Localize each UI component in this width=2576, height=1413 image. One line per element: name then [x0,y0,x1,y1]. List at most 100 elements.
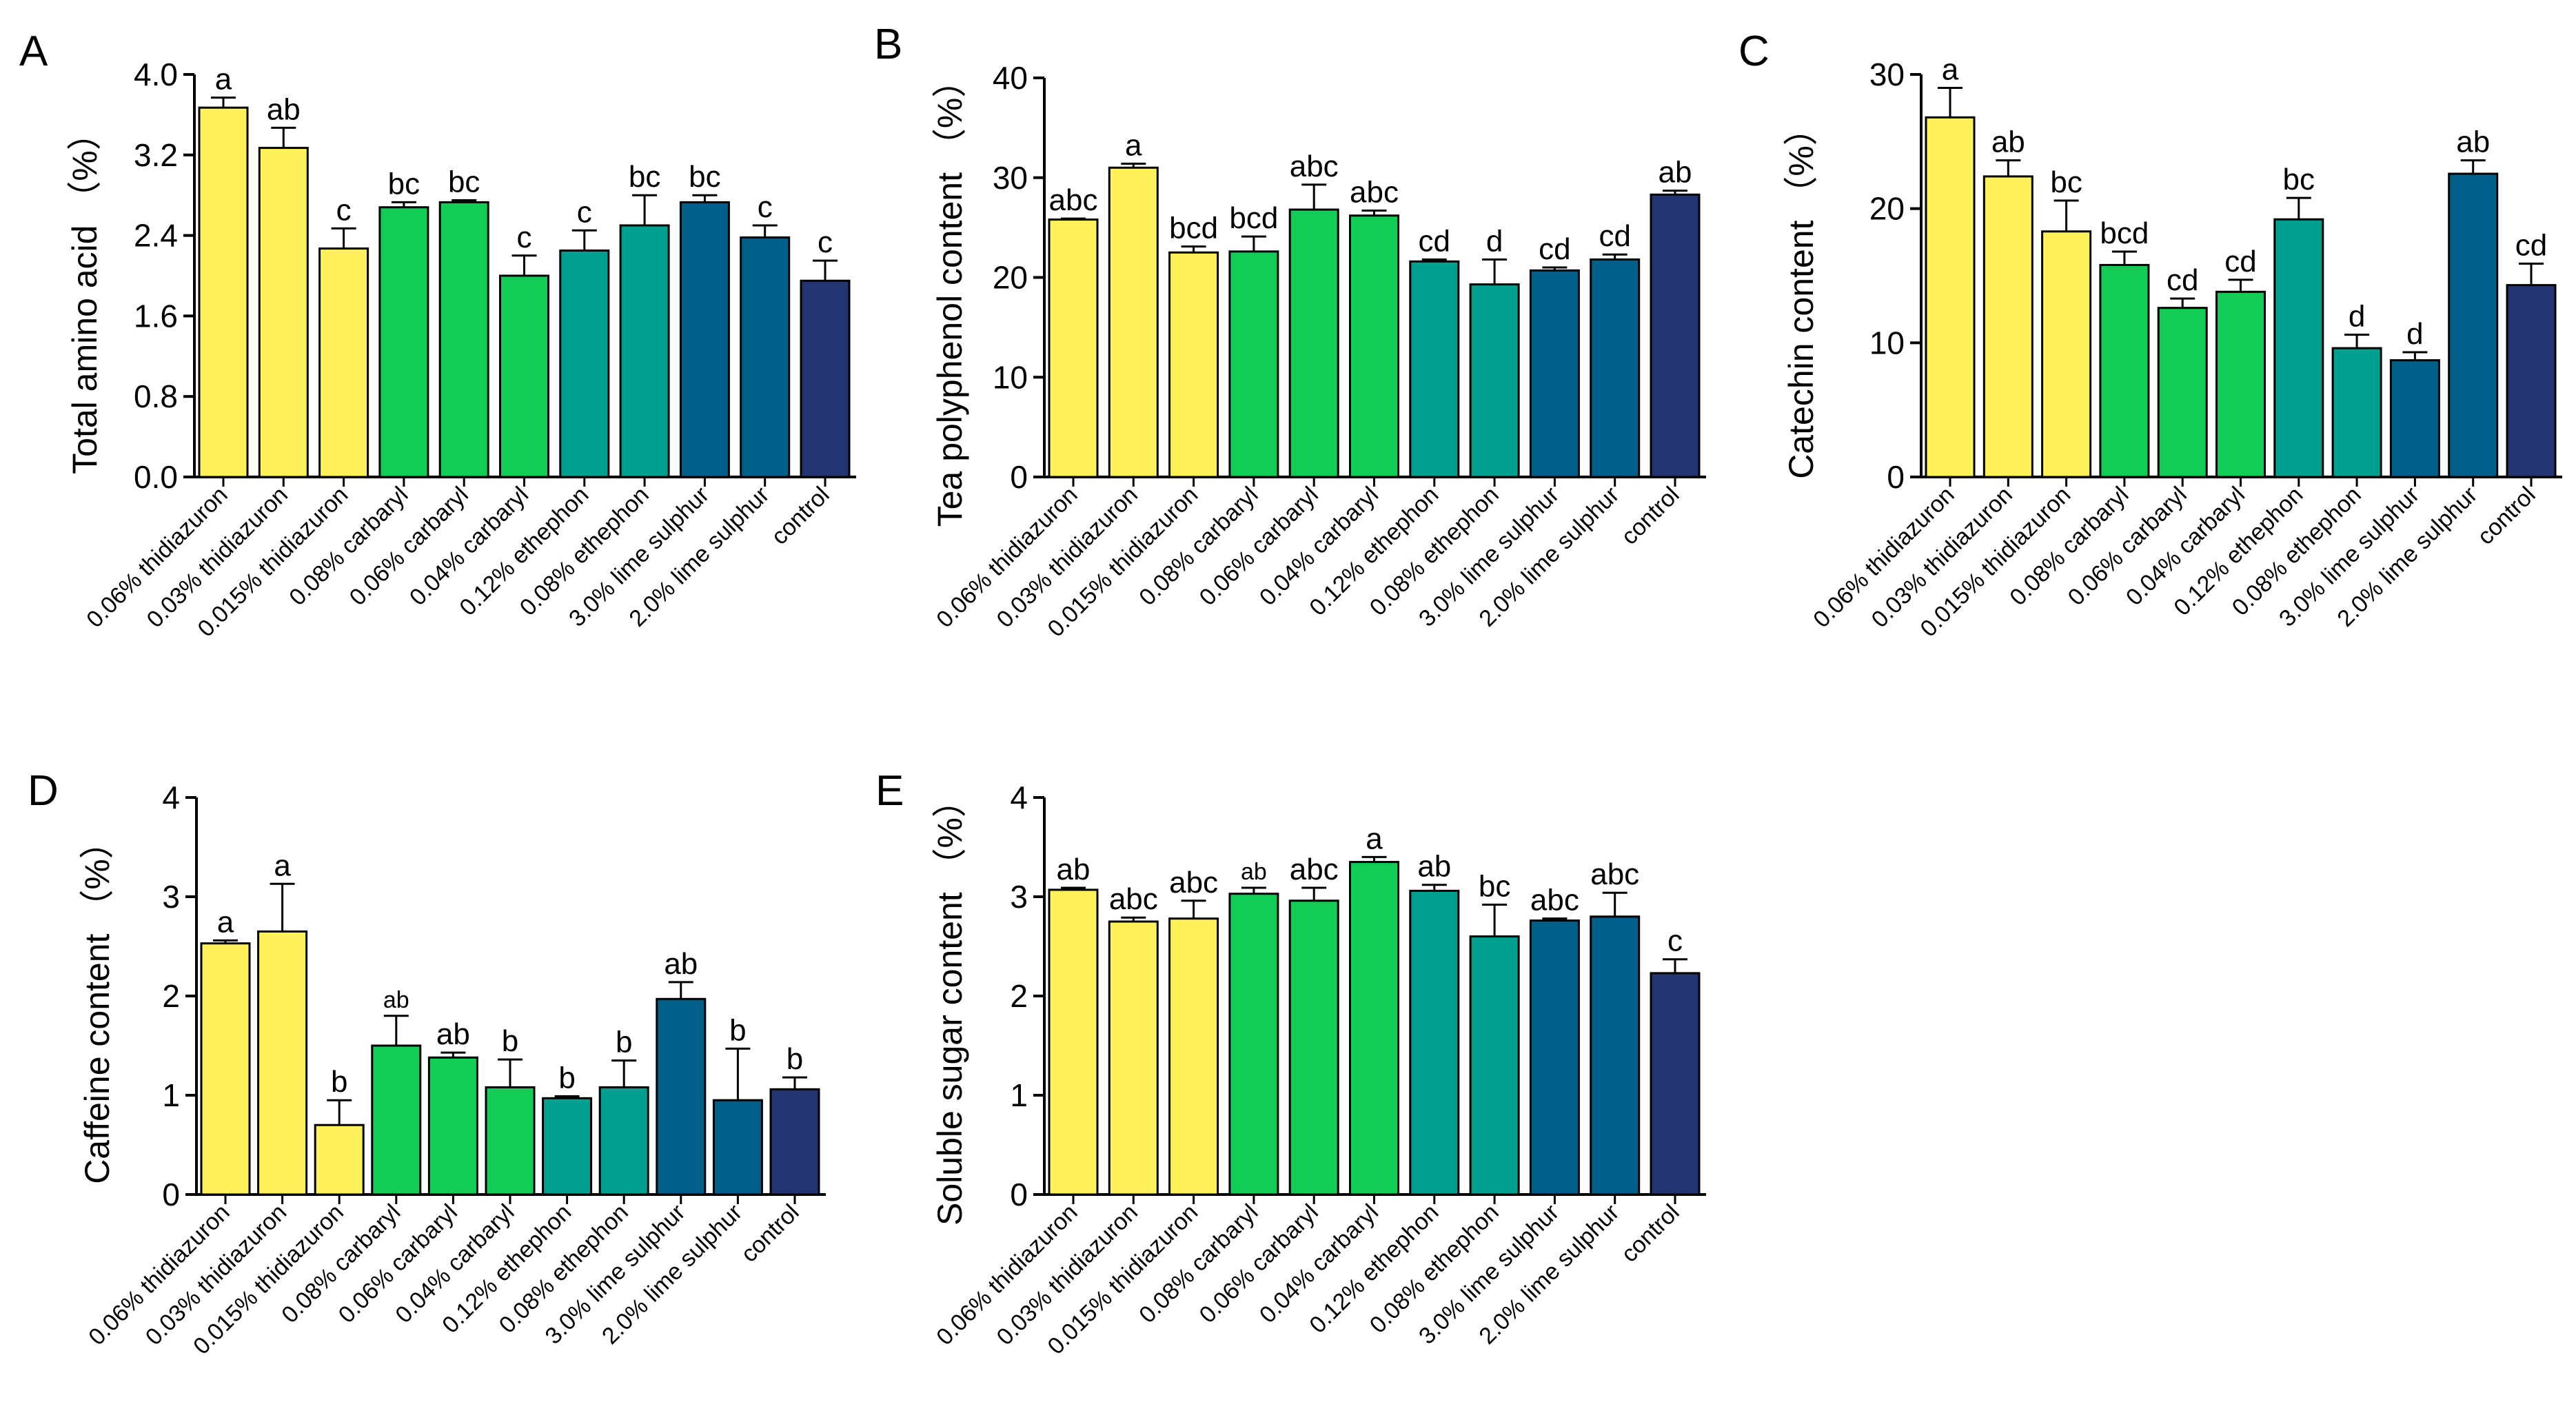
significance-letter: ab [1417,850,1451,884]
y-tick-label: 0 [1010,459,1028,495]
y-tick-label: 3.2 [134,137,178,173]
y-tick-label: 3 [1010,879,1028,915]
bar [1650,972,1701,1196]
significance-letter: bc [689,160,720,194]
bar [1529,269,1580,478]
x-tick-label: control [2473,482,2541,550]
bar [1650,193,1701,478]
bar [1409,260,1460,478]
y-axis-label: Caffeine content （%） [78,824,116,1184]
significance-letter: bcd [1229,201,1278,235]
y-tick-label: 30 [993,160,1028,196]
significance-letter: bc [388,167,420,201]
bar [2215,290,2266,478]
y-tick-label: 4.0 [134,57,178,92]
significance-letter: a [217,905,234,939]
bar [200,942,251,1196]
significance-letter: ab [436,1017,470,1051]
significance-letter: c [336,193,352,227]
y-tick-label: 20 [1869,191,1905,227]
panel-label: A [19,28,48,75]
y-tick-label: 0 [1010,1177,1028,1212]
bar [2448,172,2499,478]
bar [427,1056,478,1196]
bar [318,247,369,478]
significance-letter: cd [1419,224,1450,258]
bar [542,1097,593,1196]
significance-letter: bc [2283,163,2315,196]
significance-letter: abc [1290,150,1339,183]
significance-letter: cd [2167,263,2198,297]
bar [1168,251,1219,478]
significance-letter: b [331,1065,347,1099]
significance-letter: ab [1241,859,1267,885]
bar [679,201,730,478]
y-tick-label: 30 [1869,57,1905,92]
bar [619,224,670,478]
panel-label: E [875,767,904,815]
x-tick-label: control [1616,1199,1685,1268]
significance-letter: ab [267,92,301,126]
y-tick-label: 0 [162,1177,180,1212]
significance-letter: abc [1169,866,1218,899]
y-axis-label: Soluble sugar content （%） [931,783,969,1226]
bar [1590,915,1641,1196]
y-tick-label: 10 [993,359,1028,395]
significance-letter: ab [383,987,409,1013]
y-tick-label: 0 [1887,459,1905,495]
panel-label: D [28,767,59,815]
significance-letter: d [1486,224,1503,258]
y-axis-label: Tea polyphenol content （%） [931,63,969,527]
bar [1048,888,1099,1196]
x-tick-label: control [767,482,835,550]
significance-letter: ab [1057,853,1091,886]
significance-letter: cd [2515,228,2547,262]
significance-letter: c [818,225,833,259]
y-tick-label: 1 [1010,1077,1028,1113]
bar [2331,347,2382,478]
y-tick-label: 3 [162,879,180,915]
significance-letter: bc [629,160,660,194]
bar [2506,284,2557,478]
bar [1590,258,1641,478]
y-tick-label: 1.6 [134,298,178,334]
bar [1409,889,1460,1196]
significance-letter: a [1125,128,1142,162]
bar [1469,935,1520,1196]
y-tick-label: 10 [1869,325,1905,360]
significance-letter: ab [1659,156,1692,190]
bar [2273,218,2324,478]
bar [2389,359,2440,478]
bar [198,106,249,478]
significance-letter: ab [664,947,698,981]
significance-letter: abc [1350,176,1399,210]
bar [769,1088,820,1196]
x-tick-label: control [736,1199,804,1268]
bar [740,236,791,478]
bar [2041,230,2092,478]
panel-a: A Total amino acid （%） 0.0 0.8 1.6 2.4 3.2 4.… [19,28,856,642]
significance-letter: bc [448,165,480,199]
y-tick-label: 2 [162,978,180,1014]
bar [1108,166,1159,478]
bar [2157,307,2208,478]
significance-letter: abc [1290,853,1339,886]
significance-letter: a [274,848,291,882]
y-tick-label: 2.4 [134,218,178,254]
bar [1288,899,1339,1196]
significance-letter: ab [2456,125,2490,159]
significance-letter: c [577,195,592,229]
significance-letter: cd [2224,245,2256,278]
significance-letter: b [502,1024,518,1058]
y-tick-label: 4 [162,780,180,815]
y-tick-label: 0.8 [134,378,178,414]
y-tick-label: 0.0 [134,459,178,495]
y-axis-label: Total amino acid （%） [65,116,104,474]
bar [371,1044,422,1196]
bar [1349,861,1399,1196]
panel-label: C [1738,28,1769,75]
